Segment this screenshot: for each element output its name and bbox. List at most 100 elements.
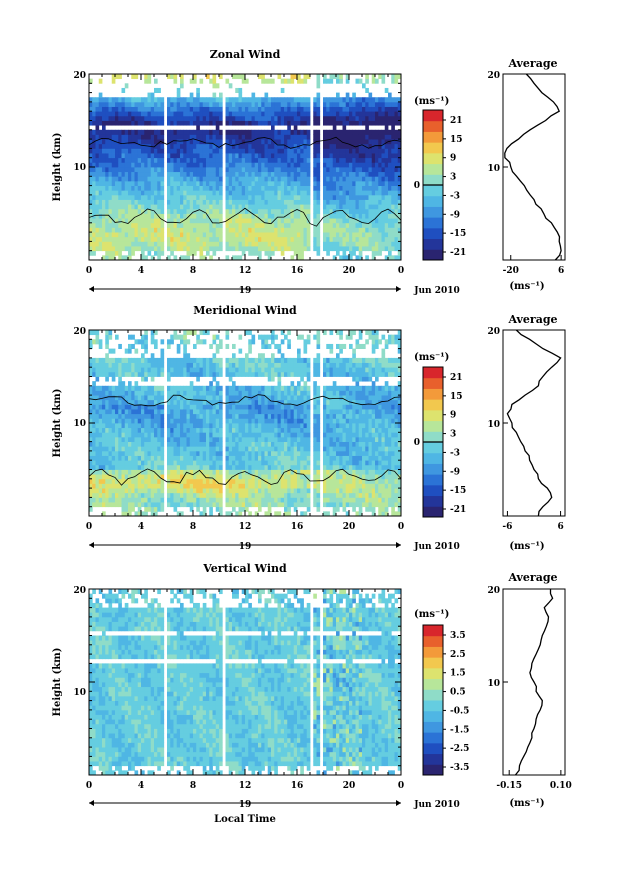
heatmap-cell [92,441,96,447]
heatmap-cell [316,115,321,121]
heatmap-cell [118,129,122,135]
heatmap-cell [108,106,113,112]
heatmap-cell [199,446,204,452]
heatmap-cell [238,199,243,205]
heatmap-cell [128,423,132,429]
heatmap-cell [238,120,243,126]
heatmap-cell [316,106,321,112]
heatmap-cell [241,371,246,377]
heatmap-cell [147,362,152,368]
heatmap-cell [258,506,262,512]
heatmap-cell [219,469,223,475]
heatmap-cell [105,157,109,163]
heatmap-cell [160,190,165,196]
heatmap-cell [196,134,200,140]
heatmap-cell [225,176,230,182]
heatmap-cell [219,120,223,126]
heatmap-cell [92,185,96,191]
heatmap-cell [365,74,369,80]
heatmap-cell [128,492,132,498]
heatmap-cell [388,143,392,149]
heatmap-cell [358,101,363,107]
heatmap-cell [199,171,204,177]
heatmap-cell [202,176,207,182]
heatmap-cell [316,83,321,89]
heatmap-cell [121,227,126,233]
heatmap-cell [267,208,272,214]
heatmap-cell [371,246,376,252]
heatmap-cell [209,153,213,159]
heatmap-cell [121,469,126,475]
heatmap-cell [124,432,129,438]
heatmap-cell [183,334,187,340]
heatmap-cell [134,208,139,214]
heatmap-cell [128,418,132,424]
heatmap-cell [95,222,100,228]
heatmap-cell [251,92,256,98]
heatmap-cell [225,423,230,429]
heatmap-cell [245,167,249,173]
heatmap-cell [189,436,194,442]
heatmap-cell [251,409,256,415]
heatmap-cell [228,511,233,516]
heatmap-cell [160,250,165,256]
heatmap-cell [193,204,197,210]
heatmap-cell [219,492,223,498]
heatmap-cell [121,218,126,224]
heatmap-cell [215,120,220,126]
heatmap-cell [209,106,213,112]
heatmap-cell [391,194,395,200]
heatmap-cell [264,115,269,121]
heatmap-cell [167,153,171,159]
heatmap-cell [332,97,337,103]
heatmap-cell [303,167,308,173]
heatmap-cell [394,120,399,126]
heatmap-cell [102,492,106,498]
heatmap-cell [111,143,116,149]
heatmap-cell [284,222,288,228]
heatmap-cell [209,236,213,242]
heatmap-cell [121,418,126,424]
heatmap-cell [336,92,340,98]
heatmap-cell [384,199,389,205]
heatmap-cell [206,176,210,182]
heatmap-cell [183,362,187,368]
heatmap-cell [167,423,171,429]
heatmap-cell [297,246,301,252]
heatmap-cell [137,399,142,405]
heatmap-cell [225,143,230,149]
heatmap-cell [228,446,233,452]
heatmap-cell [297,176,301,182]
heatmap-cell [232,148,236,154]
heatmap-cell [147,115,152,121]
heatmap-cell [154,171,158,177]
heatmap-cell [147,167,152,173]
heatmap-cell [183,97,187,103]
heatmap-cell [167,157,171,163]
heatmap-cell [206,483,210,489]
heatmap-cell [365,232,369,238]
heatmap-cell [89,241,93,247]
heatmap-cell [111,241,116,247]
heatmap-cell [219,111,223,117]
heatmap-cell [212,134,217,140]
heatmap-cell [397,106,401,112]
heatmap-cell [316,97,321,103]
heatmap-cell [349,134,353,140]
heatmap-cell [183,460,187,466]
heatmap-cell [196,367,200,373]
heatmap-cell [147,222,152,228]
heatmap-cell [141,488,145,494]
heatmap-cell [111,227,116,233]
heatmap-cell [170,222,174,228]
heatmap-cell [248,511,252,516]
heatmap-cell [394,236,399,242]
heatmap-cell [147,134,152,140]
heatmap-cell [180,78,184,84]
heatmap-cell [167,399,171,405]
heatmap-cell [394,199,399,205]
heatmap-cell [186,404,191,410]
heatmap-cell [173,371,178,377]
heatmap-cell [144,367,148,373]
